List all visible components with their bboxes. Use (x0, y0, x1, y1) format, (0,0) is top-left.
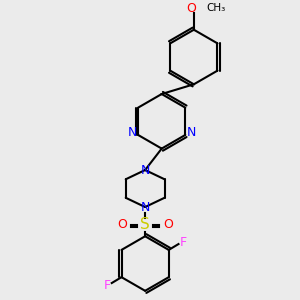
Text: F: F (103, 279, 110, 292)
Text: N: N (187, 127, 196, 140)
Text: S: S (140, 217, 150, 232)
Text: O: O (186, 2, 196, 15)
Text: N: N (140, 200, 150, 214)
Text: F: F (180, 236, 187, 249)
Text: O: O (164, 218, 173, 231)
Text: O: O (117, 218, 127, 231)
Text: CH₃: CH₃ (206, 3, 226, 13)
Text: N: N (140, 164, 150, 176)
Text: N: N (128, 127, 137, 140)
